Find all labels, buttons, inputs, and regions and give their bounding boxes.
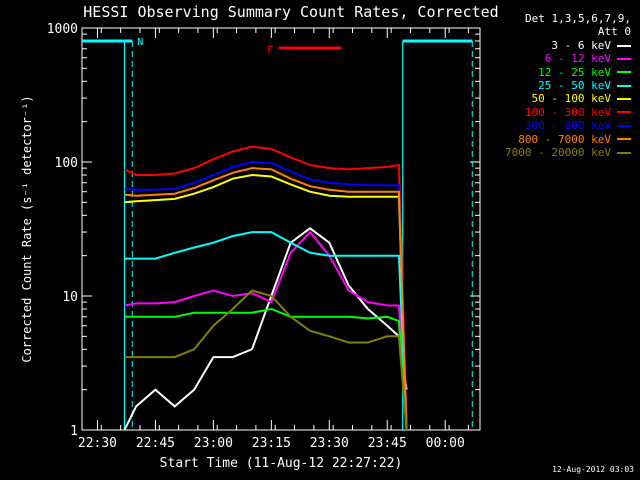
legend-swatch bbox=[617, 57, 631, 60]
series-line-25-50-kev bbox=[124, 231, 408, 430]
series-line-6-12-kev bbox=[124, 230, 408, 430]
legend-swatch bbox=[617, 44, 631, 47]
legend-swatch bbox=[617, 151, 631, 154]
legend-swatch bbox=[617, 98, 631, 101]
legend-label: 7000 - 20000 keV bbox=[505, 145, 611, 159]
night-label: N bbox=[137, 37, 143, 48]
chart-title: HESSI Observing Summary Count Rates, Cor… bbox=[83, 3, 498, 21]
legend: Det 1,3,5,6,7,9, Att 0 3 - 6 keV 6 - 12 k… bbox=[470, 12, 635, 159]
legend-entry: 3 - 6 keV bbox=[470, 39, 635, 52]
x-tick-label: 00:00 bbox=[426, 436, 465, 451]
y-tick-label: 100 bbox=[55, 156, 78, 171]
flare-flag-label: F bbox=[267, 45, 273, 56]
legend-entry: 7000 - 20000 keV bbox=[470, 146, 635, 159]
series-line-300-800-kev bbox=[124, 160, 408, 430]
y-tick-label: 10 bbox=[62, 290, 78, 305]
legend-entry: 12 - 25 keV bbox=[470, 66, 635, 79]
y-axis-label: Corrected Count Rate (s⁻¹ detector⁻¹) bbox=[20, 95, 34, 362]
series-line-3-6-kev bbox=[123, 227, 408, 430]
series-line-50-100-kev bbox=[124, 173, 408, 430]
legend-label: 50 - 100 keV bbox=[531, 92, 611, 106]
legend-label: 100 - 300 keV bbox=[524, 105, 611, 119]
x-tick-label: 22:45 bbox=[136, 436, 175, 451]
y-tick-label: 1 bbox=[70, 424, 78, 439]
series-line-7000-20000-kev bbox=[124, 289, 408, 430]
legend-label: 300 - 800 keV bbox=[524, 119, 611, 133]
legend-entry: 6 - 12 keV bbox=[470, 52, 635, 65]
x-axis-label: Start Time (11-Aug-12 22:27:22) bbox=[160, 456, 403, 471]
legend-label: 3 - 6 keV bbox=[551, 38, 611, 52]
legend-entry: 50 - 100 keV bbox=[470, 92, 635, 105]
plot-frame bbox=[81, 27, 481, 431]
legend-entry: 100 - 300 keV bbox=[470, 106, 635, 119]
legend-entry: 800 - 7000 keV bbox=[470, 133, 635, 146]
series-line-100-300-kev bbox=[124, 145, 408, 430]
legend-swatch bbox=[617, 71, 631, 74]
x-tick-label: 23:00 bbox=[194, 436, 233, 451]
legend-swatch bbox=[617, 111, 631, 114]
x-tick-label: 22:30 bbox=[78, 436, 117, 451]
legend-label: 800 - 7000 keV bbox=[518, 132, 611, 146]
legend-swatch bbox=[617, 124, 631, 127]
series-line-12-25-kev bbox=[124, 307, 408, 430]
legend-entry: 25 - 50 keV bbox=[470, 79, 635, 92]
legend-label: 25 - 50 keV bbox=[538, 78, 611, 92]
x-tick-label: 23:15 bbox=[252, 436, 291, 451]
timestamp: 12-Aug-2012 03:03 bbox=[552, 465, 634, 474]
legend-swatch bbox=[617, 84, 631, 87]
series-line-800-7000-kev bbox=[124, 167, 408, 430]
legend-label: 12 - 25 keV bbox=[538, 65, 611, 79]
legend-swatch bbox=[617, 138, 631, 141]
x-tick-label: 23:30 bbox=[310, 436, 349, 451]
y-tick-label: 1000 bbox=[47, 22, 78, 37]
x-tick-label: 23:45 bbox=[368, 436, 407, 451]
legend-header-attenuator: Att 0 bbox=[597, 25, 631, 39]
legend-entry: 300 - 800 keV bbox=[470, 119, 635, 132]
legend-label: 6 - 12 keV bbox=[544, 52, 611, 66]
legend-header-detectors: Det 1,3,5,6,7,9, bbox=[525, 12, 631, 25]
